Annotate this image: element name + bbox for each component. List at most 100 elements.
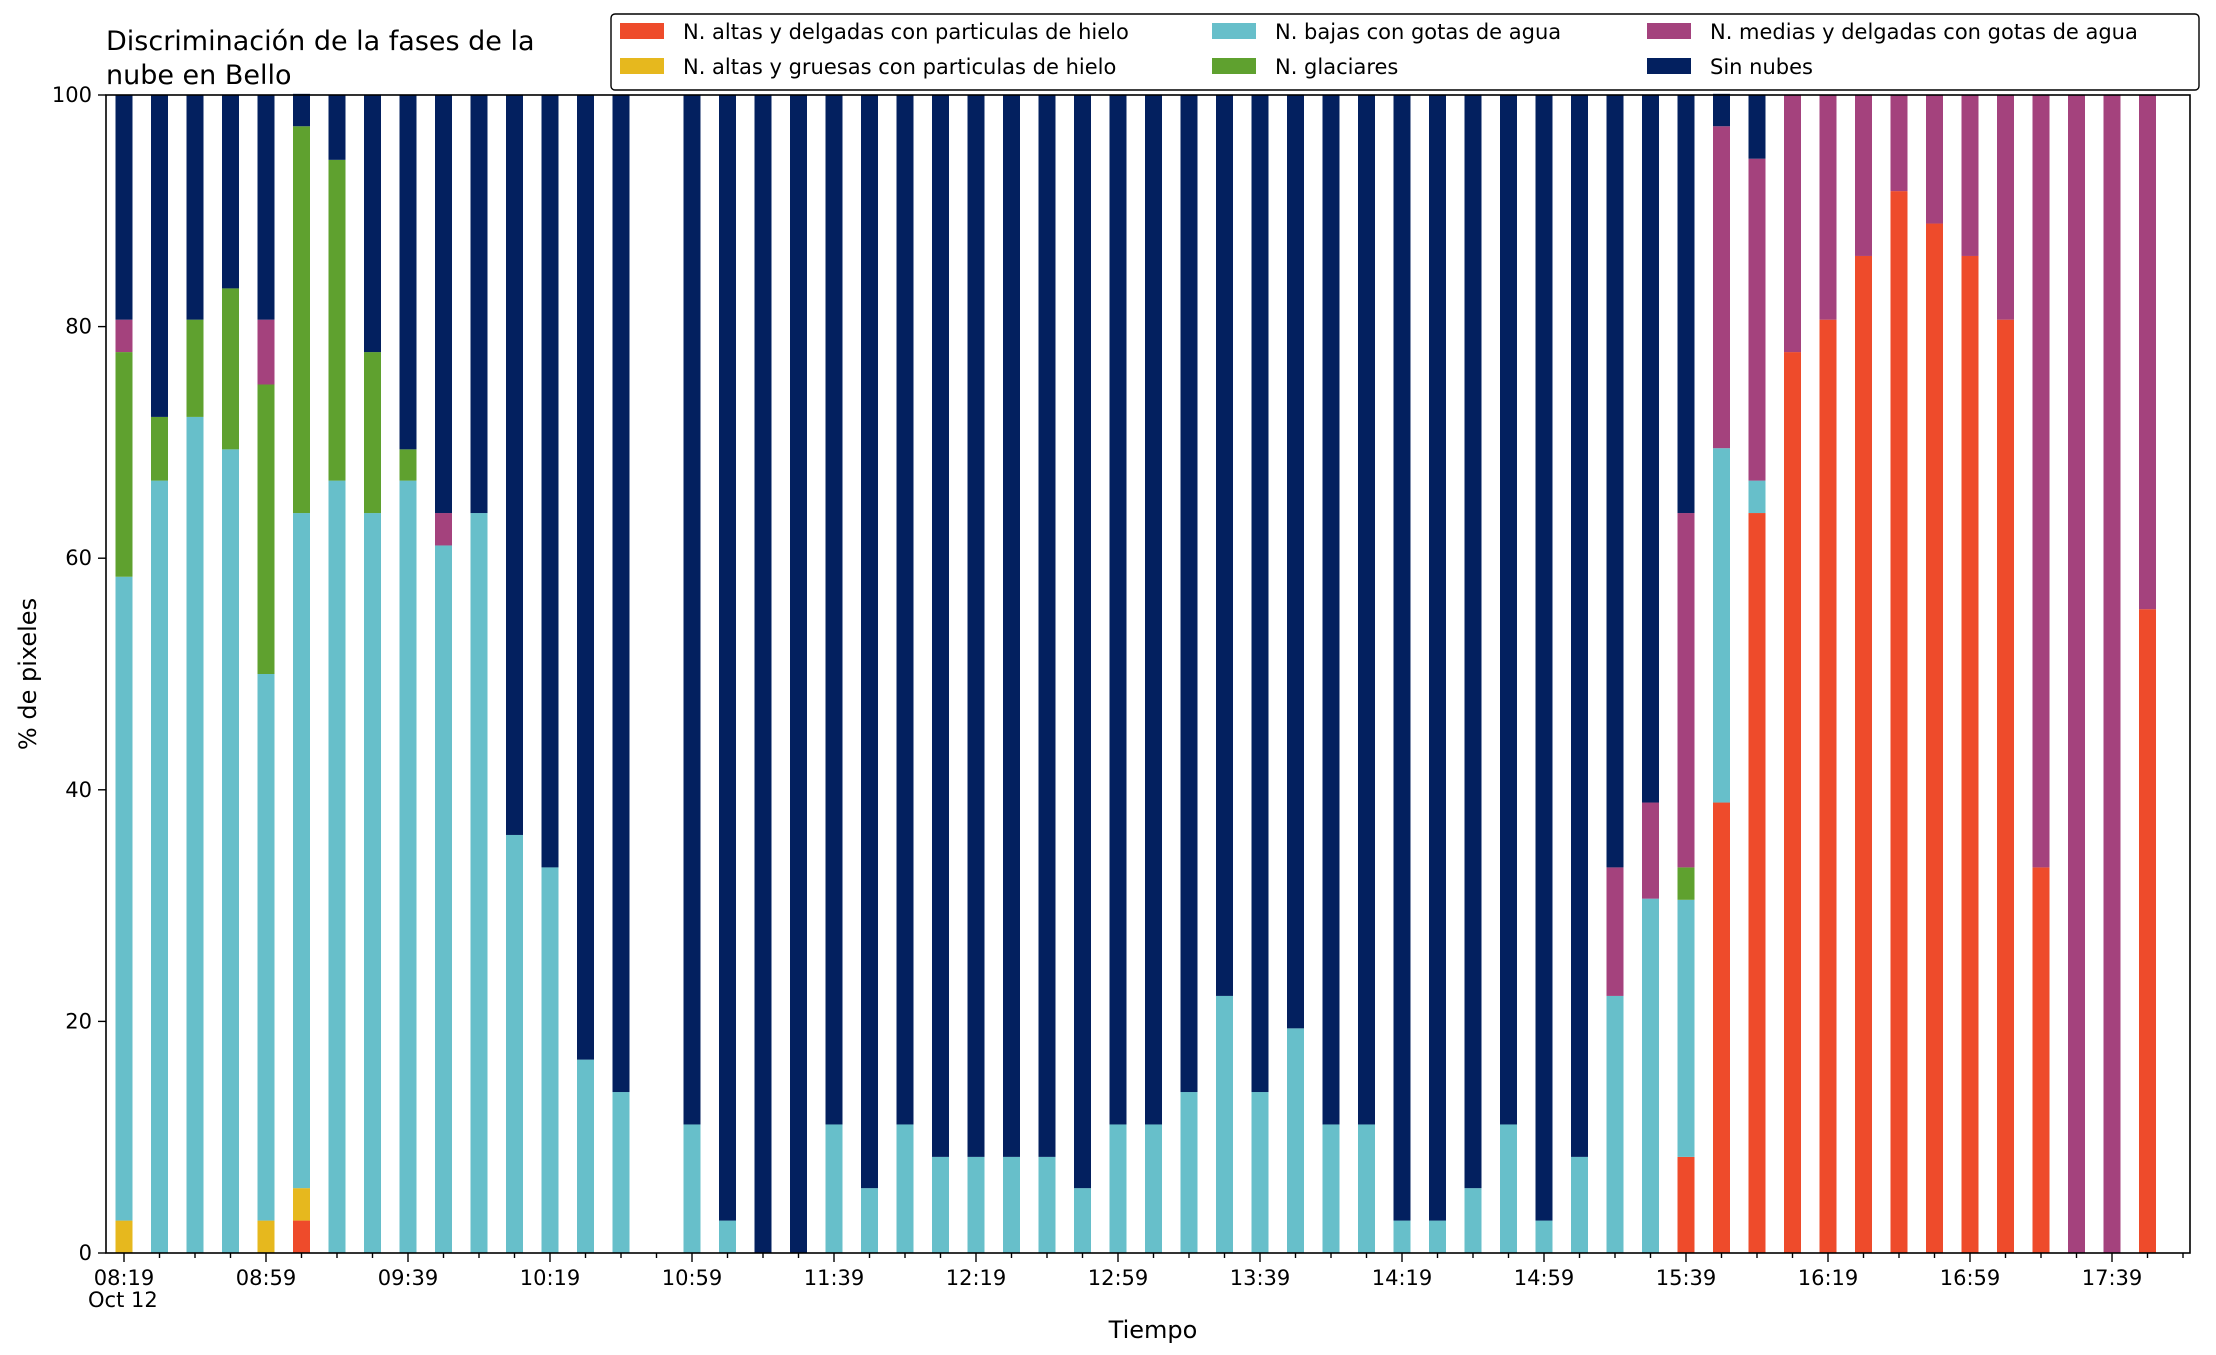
x-tick-label-10: 14:59 xyxy=(1514,1266,1575,1290)
bar-segment-s5-22 xyxy=(896,95,914,1125)
bar-segment-s5-17 xyxy=(719,95,736,1221)
bar-segment-s4-49 xyxy=(1855,95,1872,256)
bar-segment-s2-17 xyxy=(719,1220,736,1253)
bar-segment-s2-22 xyxy=(896,1124,914,1253)
bar-segment-s5-43 xyxy=(1642,95,1659,803)
bar-segment-s2-7 xyxy=(364,513,381,1253)
bar-segment-s4-51 xyxy=(1926,95,1943,224)
legend-box xyxy=(610,13,2200,91)
bar-segment-s2-10 xyxy=(470,513,488,1253)
bar-segment-s2-45 xyxy=(1713,448,1730,803)
legend-swatch-2 xyxy=(1212,23,1256,39)
bar-segment-s1-5 xyxy=(293,1188,310,1221)
bar-segment-s0-44 xyxy=(1677,1156,1695,1253)
bar-segment-s2-13 xyxy=(577,1059,594,1253)
bar-segment-s5-41 xyxy=(1571,95,1588,1157)
bar-segment-s3-6 xyxy=(328,159,346,481)
bar-segment-s4-4 xyxy=(257,319,275,385)
bar-segment-s3-4 xyxy=(257,384,275,674)
x-tick-label-9: 14:19 xyxy=(1372,1266,1433,1290)
bar-segment-s5-31 xyxy=(1216,95,1233,996)
bar-segment-s2-11 xyxy=(506,834,523,1253)
bar-segment-s5-32 xyxy=(1251,95,1269,1093)
bar-segment-s2-32 xyxy=(1251,1092,1269,1253)
bar-segment-s0-45 xyxy=(1713,802,1730,1253)
legend-label-2: N. bajas con gotas de agua xyxy=(1275,20,1561,44)
bar-segment-s3-7 xyxy=(364,352,381,514)
bar-segment-s5-30 xyxy=(1180,95,1198,1093)
bar-segment-s0-54 xyxy=(2032,867,2050,1253)
bar-segment-s2-40 xyxy=(1535,1220,1553,1253)
legend: N. altas y delgadas con particulas de hi… xyxy=(610,13,2200,91)
bar-segment-s5-19 xyxy=(790,95,807,1253)
bar-segment-s4-54 xyxy=(2032,95,2050,868)
bar-segment-s2-24 xyxy=(967,1156,985,1253)
bar-segment-s2-43 xyxy=(1642,898,1659,1253)
bar-segment-s5-36 xyxy=(1393,95,1411,1221)
bar-segment-s5-5 xyxy=(293,93,310,127)
bar-segment-s5-7 xyxy=(364,95,381,353)
bar-segment-s0-50 xyxy=(1890,191,1908,1254)
chart-title-line-1: Discriminación de la fases de la xyxy=(106,26,535,57)
bar-segment-s4-9 xyxy=(435,513,452,546)
bar-segment-s5-13 xyxy=(577,95,594,1060)
bar-segment-s4-56 xyxy=(2103,95,2121,1253)
bar-segment-s3-3 xyxy=(222,288,239,450)
bar-segment-s2-44 xyxy=(1677,899,1695,1157)
bar-segment-s2-3 xyxy=(222,449,239,1254)
legend-swatch-4 xyxy=(1647,23,1691,39)
bar-segment-s2-37 xyxy=(1429,1220,1446,1253)
bar-segment-s2-34 xyxy=(1322,1124,1340,1253)
y-tick-label-0: 0 xyxy=(79,1241,92,1265)
bar-segment-s5-29 xyxy=(1145,95,1162,1125)
legend-label-5: Sin nubes xyxy=(1710,55,1813,79)
legend-swatch-1 xyxy=(620,58,664,74)
bar-segment-s2-25 xyxy=(1003,1156,1020,1253)
bar-segment-s2-4 xyxy=(257,674,275,1221)
bar-segment-s5-35 xyxy=(1358,95,1375,1125)
bar-segment-s4-47 xyxy=(1784,95,1801,353)
bar-segment-s5-10 xyxy=(470,95,488,514)
bar-segment-s3-1 xyxy=(151,416,168,481)
bar-segment-s5-44 xyxy=(1677,95,1695,514)
legend-label-0: N. altas y delgadas con particulas de hi… xyxy=(683,20,1129,44)
bar-segment-s0-52 xyxy=(1961,255,1979,1253)
legend-swatch-0 xyxy=(620,23,664,39)
x-tick-label-3: 10:19 xyxy=(520,1266,581,1290)
bar-segment-s3-0 xyxy=(115,352,133,577)
x-tick-label-4: 10:59 xyxy=(662,1266,723,1290)
bar-segment-s0-57 xyxy=(2139,609,2156,1253)
bar-segment-s4-53 xyxy=(1997,95,2014,320)
y-tick-label-5: 100 xyxy=(52,83,92,107)
bar-segment-s4-57 xyxy=(2139,95,2156,610)
bar-segment-s2-38 xyxy=(1464,1188,1482,1253)
bar-segment-s5-28 xyxy=(1109,95,1127,1125)
bar-segment-s5-42 xyxy=(1606,95,1624,868)
bar-segment-s5-24 xyxy=(967,95,985,1157)
legend-label-3: N. glaciares xyxy=(1275,55,1398,79)
bar-segment-s4-0 xyxy=(115,319,133,353)
bar-segment-s2-16 xyxy=(683,1124,701,1253)
bar-segment-s2-46 xyxy=(1748,480,1766,514)
bar-segment-s2-0 xyxy=(115,576,133,1221)
bar-segment-s5-11 xyxy=(506,95,523,835)
bar-segment-s5-45 xyxy=(1713,93,1730,127)
bar-segment-s3-44 xyxy=(1677,867,1695,900)
bar-segment-s4-45 xyxy=(1713,126,1730,449)
bar-segment-s3-5 xyxy=(293,126,310,514)
chart-title-line-2: nube en Bello xyxy=(106,60,292,91)
bar-segment-s5-2 xyxy=(186,95,204,320)
bar-segment-s0-53 xyxy=(1997,319,2014,1253)
bar-segment-s2-42 xyxy=(1606,995,1624,1253)
bar-segment-s5-27 xyxy=(1074,95,1091,1189)
bar-segment-s4-50 xyxy=(1890,95,1908,192)
bar-segment-s5-6 xyxy=(328,95,346,160)
x-tick-label-13: 16:59 xyxy=(1940,1266,2001,1290)
bar-segment-s5-9 xyxy=(435,95,452,514)
bar-segment-s0-51 xyxy=(1926,223,1943,1253)
x-tick-label-0: 08:19 xyxy=(94,1266,155,1290)
bar-segment-s5-1 xyxy=(151,95,168,417)
x-axis-label: Tiempo xyxy=(1108,1316,1198,1344)
x-tick-label-12: 16:19 xyxy=(1798,1266,1859,1290)
